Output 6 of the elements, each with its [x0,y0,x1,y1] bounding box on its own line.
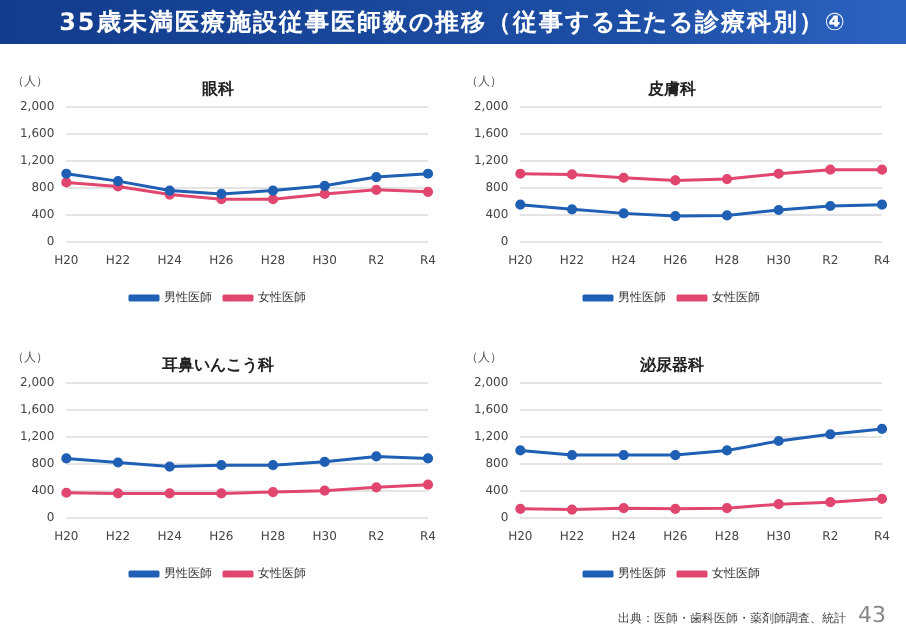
text: 43 [858,602,886,628]
chart-title: 眼科 [202,79,234,98]
chart-title: 泌尿器科 [638,355,704,374]
chart-title: 皮膚科 [646,79,696,98]
chart-title: 耳鼻いんこう科 [160,355,274,374]
text: 35歳未満医療施設従事医師数の推移（従事する主たる診療科別）④ [59,5,847,39]
